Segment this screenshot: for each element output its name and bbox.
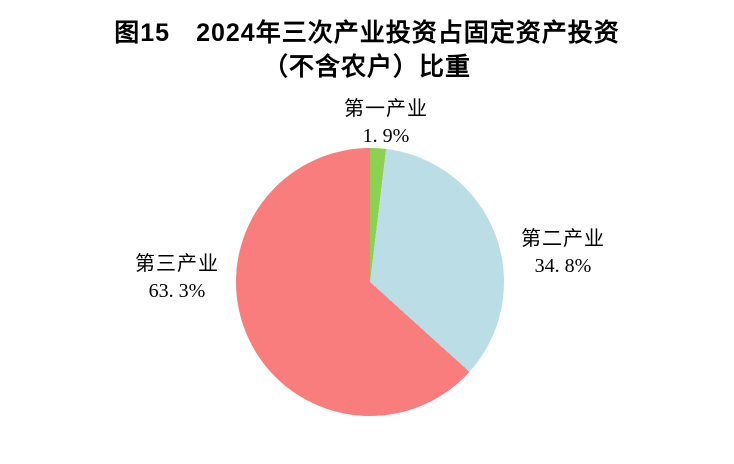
slice-label-name: 第一产业 <box>344 98 428 120</box>
slice-label-value: 1. 9% <box>362 125 410 147</box>
slice-label-tertiary-industry: 第三产业 63. 3% <box>135 251 219 305</box>
slice-label-name: 第三产业 <box>135 253 219 275</box>
slice-label-primary-industry: 第一产业 1. 9% <box>344 96 428 150</box>
chart-title: 图15 2024年三次产业投资占固定资产投资 （不含农户）比重 <box>0 16 734 84</box>
slice-label-value: 34. 8% <box>534 255 592 277</box>
pie-chart <box>236 148 504 416</box>
chart-title-line-2: （不含农户）比重 <box>262 53 471 81</box>
chart-title-line-1: 图15 2024年三次产业投资占固定资产投资 <box>114 19 620 47</box>
slice-label-name: 第二产业 <box>521 228 605 250</box>
slice-label-secondary-industry: 第二产业 34. 8% <box>521 226 605 280</box>
slice-label-value: 63. 3% <box>148 280 206 302</box>
